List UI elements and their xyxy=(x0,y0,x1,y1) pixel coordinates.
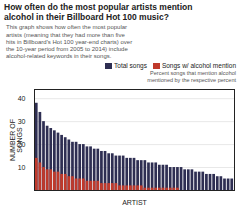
svg-text:ARTIST: ARTIST xyxy=(122,199,147,206)
html-text:Percent songs that mention alc: Percent songs that mention alcohol menti… xyxy=(147,70,236,83)
html-text:Total songs: Total songs xyxy=(114,62,147,70)
html-text:Songs w/ alcohol mention: Songs w/ alcohol mention xyxy=(161,62,236,70)
svg-text:NUMBER OFSONGS: NUMBER OFSONGS xyxy=(9,119,23,161)
svg-text:10: 10 xyxy=(18,164,26,171)
svg-text:40: 40 xyxy=(18,95,26,102)
html-text:This graph shows how often the: This graph shows how often the most popu… xyxy=(6,24,133,60)
svg-text:30: 30 xyxy=(18,118,26,125)
html-text:How often do the most popular: How often do the most popular artists me… xyxy=(4,2,193,23)
